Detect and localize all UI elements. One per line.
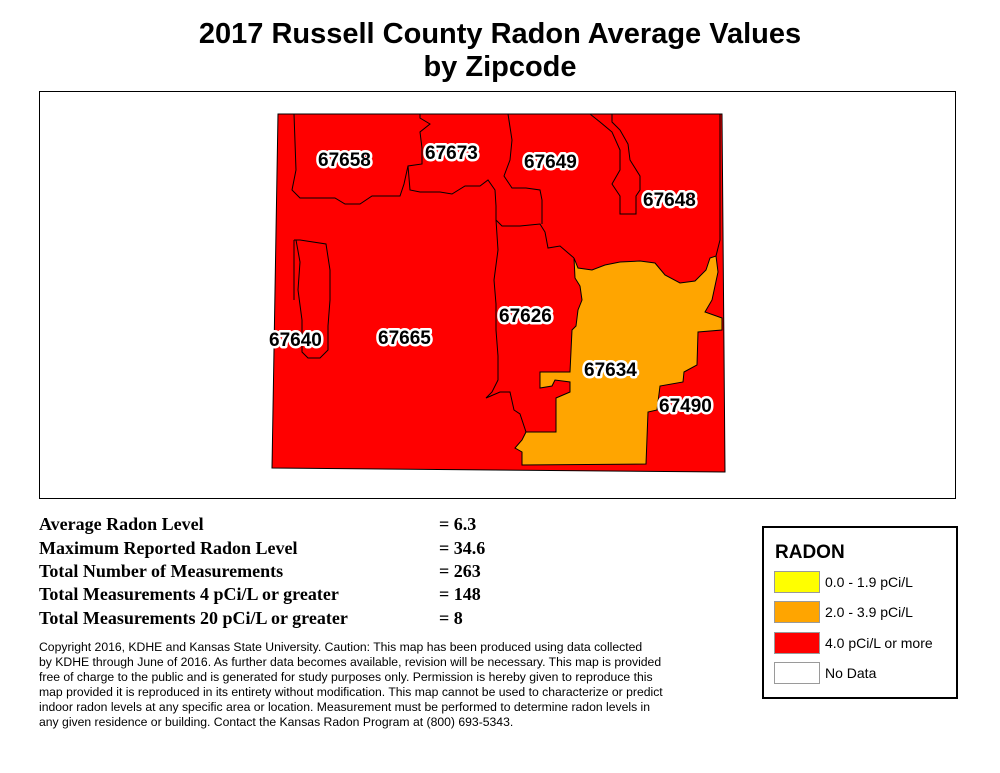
stat-label: Total Measurements 20 pCi/L or greater — [39, 608, 348, 628]
legend-swatch — [774, 632, 820, 654]
zip-label-67490: 67490 — [659, 396, 712, 417]
legend-label: No Data — [825, 665, 877, 681]
copyright-line: free of charge to the public and is gene… — [39, 670, 653, 684]
stat-value: = 34.6 — [439, 538, 486, 558]
zip-labels: 67658 67673 67649 67648 67626 67640 6766… — [267, 141, 715, 420]
copyright-line: Copyright 2016, KDHE and Kansas State Un… — [39, 640, 643, 654]
stat-value: = 148 — [439, 584, 481, 604]
copyright-line: indoor radon levels at any specific area… — [39, 700, 651, 714]
copyright-line: any given residence or building. Contact… — [39, 715, 514, 729]
legend-label: 4.0 pCi/L or more — [825, 635, 933, 651]
zip-label-67649: 67649 — [524, 152, 577, 173]
legend-swatch — [774, 662, 820, 684]
zip-label-67658: 67658 — [318, 150, 371, 171]
legend-swatch — [774, 601, 820, 623]
zip-label-67626: 67626 — [499, 306, 552, 327]
stat-label: Total Number of Measurements — [39, 561, 284, 581]
zip-boundaries — [291, 113, 721, 433]
stat-label: Total Measurements 4 pCi/L or greater — [39, 584, 339, 604]
zip-label-67634: 67634 — [584, 360, 637, 381]
zip-area-67634 — [514, 255, 723, 466]
map-title: 2017 Russell County Radon Average Values… — [0, 18, 1000, 84]
zip-label-67640: 67640 — [269, 330, 322, 351]
stat-value: = 8 — [439, 608, 463, 628]
stat-label: Average Radon Level — [39, 514, 204, 534]
legend: RADON 0.0 - 1.9 pCi/L 2.0 - 3.9 pCi/L 4.… — [762, 526, 958, 699]
stat-value: = 263 — [439, 561, 481, 581]
legend-title: RADON — [775, 542, 845, 563]
copyright-notice: Copyright 2016, KDHE and Kansas State Un… — [39, 640, 759, 730]
zip-label-67665: 67665 — [378, 328, 431, 349]
copyright-line: by KDHE through June of 2016. As further… — [39, 655, 662, 669]
map-title-line1: 2017 Russell County Radon Average Values — [198, 18, 802, 50]
zip-label-67673: 67673 — [425, 143, 478, 164]
stat-value: = 6.3 — [439, 514, 477, 534]
legend-label: 2.0 - 3.9 pCi/L — [825, 604, 913, 620]
legend-swatch — [774, 571, 820, 593]
legend-label: 0.0 - 1.9 pCi/L — [825, 574, 913, 590]
stat-label: Maximum Reported Radon Level — [39, 538, 298, 558]
zip-label-67648: 67648 — [643, 190, 696, 211]
copyright-line: map provided it is reproduced in its ent… — [39, 685, 663, 699]
map-title-line2: by Zipcode — [423, 51, 577, 83]
